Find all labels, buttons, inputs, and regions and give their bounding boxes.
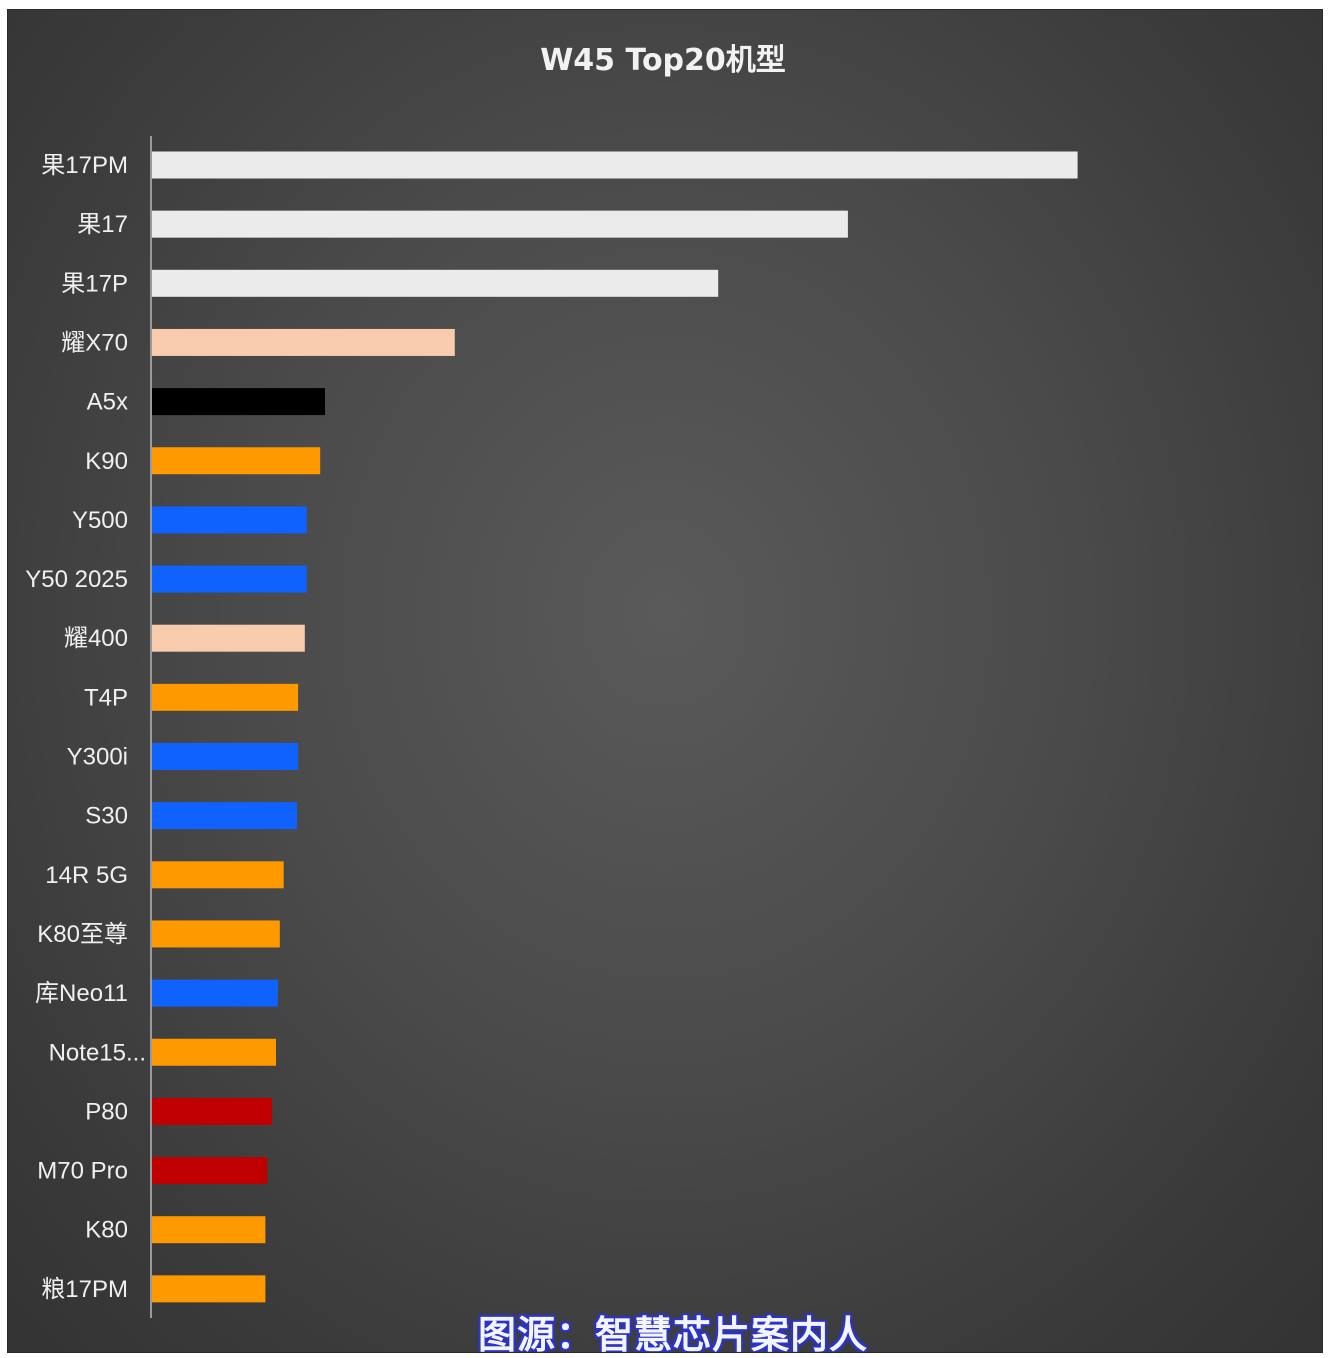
bar-1 — [152, 210, 848, 238]
bar-5 — [152, 447, 321, 475]
bar-6 — [152, 506, 307, 534]
bar-11 — [152, 802, 298, 830]
bar-16 — [152, 1097, 273, 1125]
category-label-1: 果17 — [77, 211, 128, 238]
category-label-12: 14R 5G — [45, 862, 128, 889]
category-label-3: 耀X70 — [61, 329, 128, 356]
category-label-7: Y50 2025 — [25, 566, 128, 593]
bar-3 — [152, 328, 455, 356]
category-labels: 果17PM 果17 果17P 耀X70 A5x K90 Y500 Y50 2025 耀400 T4… — [25, 152, 146, 1303]
category-label-6: Y500 — [72, 507, 128, 534]
bar-19 — [152, 1275, 266, 1303]
category-label-10: Y300i — [67, 744, 128, 771]
source-watermark: 图源：智慧芯片案内人 — [478, 1313, 869, 1352]
bar-0 — [152, 151, 1078, 179]
category-label-9: T4P — [84, 684, 128, 711]
bar-17 — [152, 1157, 268, 1185]
bar-2 — [152, 269, 719, 297]
bar-8 — [152, 624, 305, 652]
category-label-16: P80 — [85, 1098, 128, 1125]
category-label-19: 粮17PM — [41, 1276, 128, 1303]
bar-12 — [152, 861, 284, 889]
category-label-14: 库Neo11 — [35, 980, 128, 1007]
bar-chart: W45 Top20机型 果17PM 果17 果17P 耀X70 A5x K90 Y500 Y5… — [25, 43, 1078, 1318]
chart-title: W45 Top20机型 — [540, 43, 786, 78]
bar-7 — [152, 565, 307, 593]
bar-4 — [152, 388, 325, 416]
chart-panel: W45 Top20机型 果17PM 果17 果17P 耀X70 A5x K90 Y500 Y5… — [8, 10, 1322, 1352]
bar-10 — [152, 743, 299, 770]
category-label-4: A5x — [87, 389, 128, 416]
bar-18 — [152, 1216, 266, 1244]
category-label-17: M70 Pro — [37, 1158, 128, 1185]
bar-14 — [152, 979, 278, 1007]
category-label-0: 果17PM — [41, 152, 128, 179]
category-label-5: K90 — [85, 448, 128, 475]
bar-13 — [152, 920, 280, 948]
category-label-8: 耀400 — [64, 625, 128, 652]
category-label-18: K80 — [85, 1217, 128, 1244]
bars-group — [152, 151, 1078, 1303]
bar-9 — [152, 683, 299, 711]
bar-15 — [152, 1038, 276, 1066]
category-label-2: 果17P — [61, 270, 128, 297]
category-label-13: K80至尊 — [37, 921, 128, 948]
category-label-15: Note15... — [49, 1039, 146, 1066]
category-label-11: S30 — [85, 803, 128, 830]
